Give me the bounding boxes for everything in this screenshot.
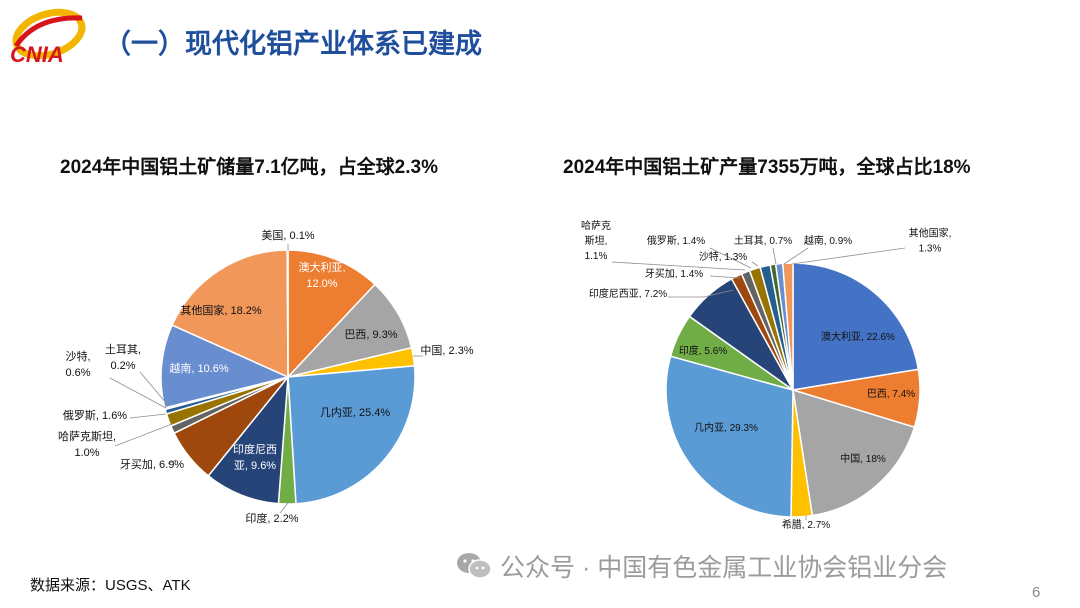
reserves-slice-5 (207, 374, 289, 505)
reserves-label-2: 中国, 2.3% (420, 344, 473, 357)
production-leader-line-12 (783, 247, 809, 265)
production-label-5: 印度, 5.6% (679, 344, 727, 357)
production-label-9: 俄罗斯, 1.4% (647, 234, 705, 247)
chart-title-reserves: 2024年中国铝土矿储量7.1亿吨，占全球2.3% (60, 157, 438, 178)
production-leader-line-11 (772, 247, 777, 265)
reserves-label-5: 印度尼西亚, 9.6% (233, 442, 277, 472)
reserves-label-6: 牙买加, 6.9% (120, 458, 184, 471)
production-slice-2 (792, 388, 916, 517)
production-leader-line-8 (611, 261, 746, 271)
reserves-label-7: 哈萨克斯坦, 1.0% (58, 429, 116, 459)
reserves-label-0: 澳大利亚, 12.0% (298, 260, 345, 290)
reserves-slice-12 (171, 249, 289, 379)
production-leader-line-9 (709, 247, 752, 269)
production-label-8: 哈萨克斯坦, 1.1% (581, 219, 611, 262)
reserves-label-12: 其他国家, 18.2% (180, 303, 262, 317)
production-leader-line-7 (709, 275, 741, 279)
reserves-label-3: 几内亚, 25.4% (320, 405, 391, 419)
cnia-logo: CNIA (6, 6, 92, 68)
slide-header: CNIA （一）现代化铝产业体系已建成 (0, 0, 1080, 80)
production-slice-4 (665, 355, 794, 518)
reserves-leader-line-6 (167, 459, 177, 465)
reserves-slice-3 (287, 365, 416, 505)
watermark: 公众号 · 中国有色金属工业协会铝业分会 (456, 548, 947, 584)
production-label-3: 希腊, 2.7% (782, 518, 830, 531)
reserves-label-8: 俄罗斯, 1.6% (63, 409, 127, 422)
reserves-label-10: 土耳其, 0.2% (105, 343, 141, 372)
reserves-leader-line-9 (109, 377, 167, 409)
reserves-slice-11 (160, 324, 291, 409)
reserves-label-11: 越南, 10.6% (169, 361, 229, 375)
page-number: 6 (1032, 584, 1041, 601)
reserves-label-1: 巴西, 9.3% (344, 329, 397, 341)
production-label-0: 澳大利亚, 22.6% (821, 330, 895, 343)
production-label-7: 牙买加, 1.4% (645, 268, 703, 280)
watermark-text: 公众号 · 中国有色金属工业协会铝业分会 (500, 554, 948, 582)
production-slice-0 (792, 262, 920, 391)
production-label-13: 其他国家, 1.3% (909, 227, 952, 255)
data-source-note: 数据来源：USGS、ATK (30, 577, 191, 594)
reserves-label-4: 印度, 2.2% (245, 511, 298, 525)
chart-title-production: 2024年中国铝土矿产量7355万吨，全球占比18% (563, 157, 971, 178)
cnia-logo-text: CNIA (10, 42, 64, 67)
page-title: （一）现代化铝产业体系已建成 (104, 29, 482, 59)
wechat-icon (457, 553, 492, 579)
reserves-leader-line-7 (114, 423, 173, 447)
production-label-11: 土耳其, 0.7% (734, 234, 792, 247)
production-slice-13 (781, 262, 794, 391)
production-leader-line-6 (668, 289, 734, 298)
reserves-leader-line-4 (279, 502, 289, 514)
production-label-1: 巴西, 7.4% (867, 388, 915, 400)
production-leader-line-10 (751, 261, 759, 267)
reserves-leader-line-10 (139, 371, 168, 405)
reserves-label-9: 沙特, 0.6% (65, 349, 90, 379)
production-label-2: 中国, 18% (840, 452, 886, 465)
production-label-12: 越南, 0.9% (804, 234, 852, 247)
production-leader-line-13 (791, 247, 906, 265)
production-label-4: 几内亚, 29.3% (694, 421, 758, 434)
production-label-6: 印度尼西亚, 7.2% (589, 287, 667, 300)
reserves-label-13: 美国, 0.1% (261, 229, 314, 242)
production-label-10: 沙特, 1.3% (699, 251, 747, 263)
reserves-slice-0 (287, 249, 377, 379)
reserves-leader-line-8 (129, 413, 167, 419)
